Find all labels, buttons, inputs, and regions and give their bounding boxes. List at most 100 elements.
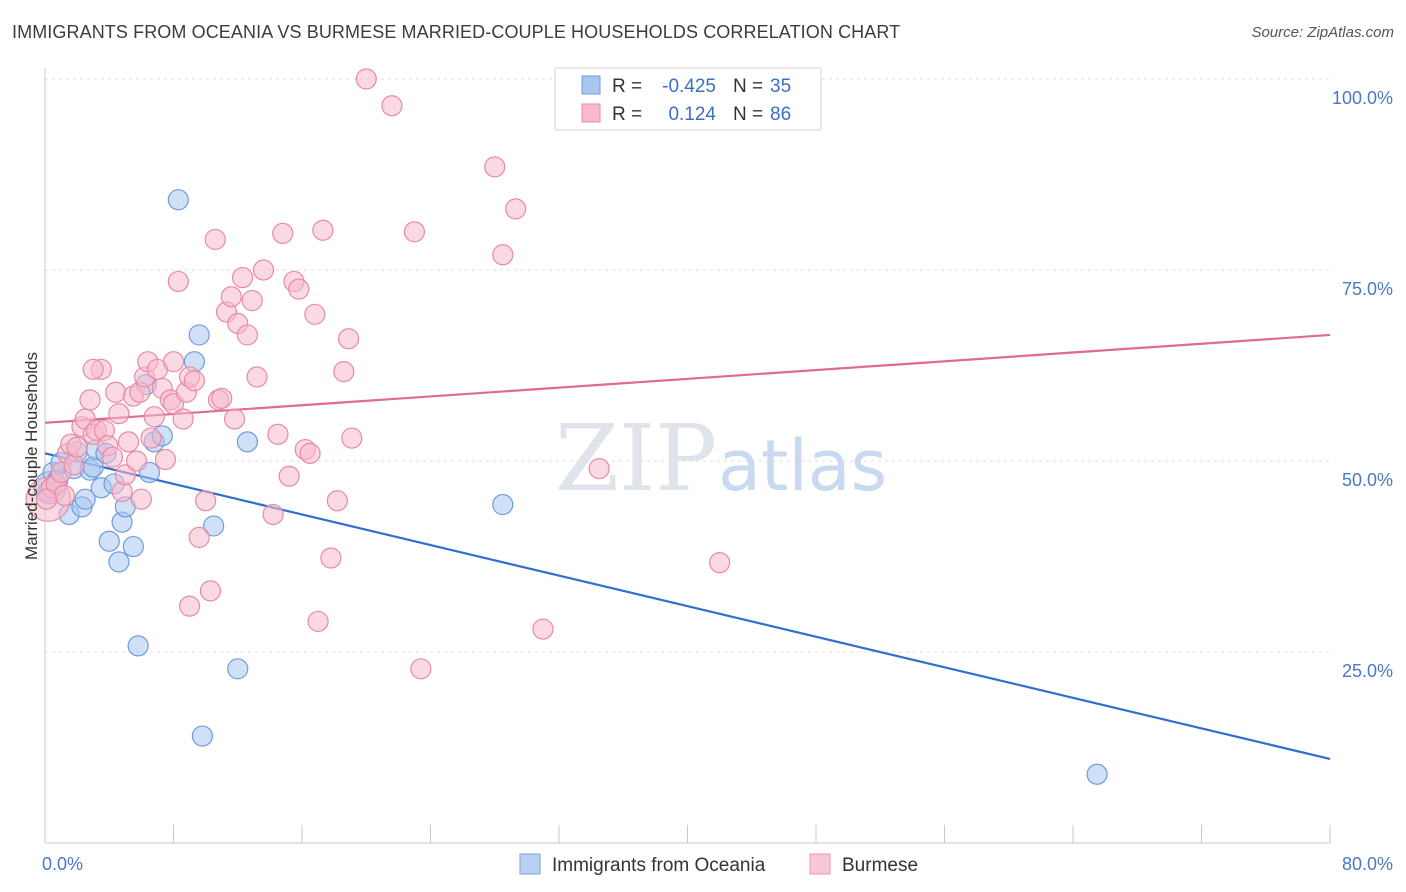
axes xyxy=(44,68,1331,844)
watermark-atlas: atlas xyxy=(718,425,887,507)
point-burmese-82 xyxy=(130,488,152,510)
point-immigrants-from-oceania-16 xyxy=(108,551,130,573)
point-burmese-60 xyxy=(288,278,310,300)
x-tick-label-1: 80.0% xyxy=(1342,854,1393,874)
y-tick-label-1: 50.0% xyxy=(1342,470,1393,490)
legend-r-label-burmese: R = xyxy=(612,104,642,125)
point-burmese-83 xyxy=(82,358,104,380)
point-burmese-71 xyxy=(355,68,377,90)
legend-swatch-immigrants-from-oceania xyxy=(519,853,541,875)
point-immigrants-from-oceania-33 xyxy=(1086,763,1108,785)
point-immigrants-from-oceania-31 xyxy=(236,431,258,453)
x-tick-labels: 0.0% 80.0% xyxy=(42,854,1393,874)
legend-n-label-burmese: N = xyxy=(733,104,763,125)
point-burmese-74 xyxy=(410,658,432,680)
point-immigrants-from-oceania-25 xyxy=(167,189,189,211)
watermark-zip: ZIP xyxy=(555,405,717,512)
point-burmese-67 xyxy=(326,490,348,512)
point-burmese-70 xyxy=(341,427,363,449)
point-burmese-45 xyxy=(211,387,233,409)
point-burmese-36 xyxy=(172,408,194,430)
legend-n-label-oceania: N = xyxy=(733,76,763,97)
point-burmese-73 xyxy=(403,221,426,243)
point-burmese-29 xyxy=(143,406,165,428)
x-tick-label-0: 0.0% xyxy=(42,854,83,874)
point-burmese-11 xyxy=(79,389,101,411)
point-burmese-18 xyxy=(105,381,127,403)
point-burmese-40 xyxy=(188,526,210,549)
point-immigrants-from-oceania-14 xyxy=(98,530,120,552)
point-burmese-52 xyxy=(241,289,263,312)
point-burmese-43 xyxy=(204,228,226,251)
point-burmese-28 xyxy=(140,427,162,449)
point-burmese-53 xyxy=(246,366,268,388)
legend-label-immigrants-from-oceania: Immigrants from Oceania xyxy=(552,855,766,876)
legend-label-burmese: Burmese xyxy=(842,855,918,876)
data-points xyxy=(25,68,1108,785)
legend-r-label-oceania: R = xyxy=(612,76,642,97)
point-burmese-85 xyxy=(36,488,58,510)
point-burmese-22 xyxy=(117,431,140,453)
legend-swatch-burmese xyxy=(581,103,601,123)
y-tick-label-3: 100.0% xyxy=(1332,88,1393,108)
trend-line-burmese xyxy=(44,333,1331,424)
point-burmese-84 xyxy=(162,351,185,373)
point-burmese-69 xyxy=(337,328,360,350)
point-burmese-77 xyxy=(505,198,527,220)
legend-swatch-oceania xyxy=(581,75,601,95)
point-burmese-63 xyxy=(304,303,326,325)
point-burmese-41 xyxy=(195,490,217,512)
point-burmese-81 xyxy=(178,595,201,617)
point-burmese-17 xyxy=(101,446,124,468)
point-burmese-21 xyxy=(114,464,136,486)
trend-lines xyxy=(44,333,1331,761)
point-burmese-19 xyxy=(108,403,130,425)
point-burmese-65 xyxy=(312,219,334,241)
point-burmese-79 xyxy=(588,458,610,480)
trend-line-immigrants-from-oceania xyxy=(44,452,1331,761)
legend-r-value-oceania: -0.425 xyxy=(662,76,716,97)
point-burmese-39 xyxy=(183,370,205,392)
point-immigrants-from-oceania-20 xyxy=(127,635,149,657)
y-tick-label-0: 25.0% xyxy=(1342,661,1393,681)
point-burmese-68 xyxy=(333,361,355,383)
point-burmese-51 xyxy=(236,324,258,346)
point-burmese-47 xyxy=(220,286,242,308)
point-burmese-54 xyxy=(252,259,275,281)
legend-swatch-burmese-bottom xyxy=(809,853,831,875)
point-burmese-4 xyxy=(53,484,75,506)
series-legend: Immigrants from Oceania Burmese xyxy=(519,853,918,876)
point-burmese-7 xyxy=(63,454,85,476)
y-tick-label-2: 75.0% xyxy=(1342,279,1393,299)
legend-n-value-burmese: 86 xyxy=(770,104,791,125)
correlation-legend: R = -0.425 N = 35 R = 0.124 N = 86 xyxy=(554,67,822,131)
point-burmese-8 xyxy=(66,436,88,458)
point-burmese-78 xyxy=(532,618,554,640)
point-burmese-72 xyxy=(381,95,403,117)
point-immigrants-from-oceania-29 xyxy=(203,515,225,537)
point-burmese-76 xyxy=(492,244,514,266)
point-immigrants-from-oceania-32 xyxy=(492,493,514,516)
point-burmese-75 xyxy=(484,156,506,178)
point-immigrants-from-oceania-28 xyxy=(191,725,214,747)
point-burmese-62 xyxy=(299,442,321,464)
point-burmese-80 xyxy=(709,552,731,574)
point-burmese-42 xyxy=(199,580,222,602)
legend-r-value-burmese: 0.124 xyxy=(668,104,716,125)
point-immigrants-from-oceania-19 xyxy=(122,535,144,558)
point-burmese-58 xyxy=(278,465,300,487)
legend-n-value-oceania: 35 xyxy=(770,76,791,97)
chart-title: IMMIGRANTS FROM OCEANIA VS BURMESE MARRI… xyxy=(12,22,901,42)
y-axis-label: Married-couple Households xyxy=(22,352,41,560)
point-immigrants-from-oceania-8 xyxy=(74,488,96,510)
grid-lines xyxy=(45,78,1330,653)
y-tick-labels: 25.0% 50.0% 75.0% 100.0% xyxy=(1332,88,1393,681)
point-burmese-56 xyxy=(267,423,289,445)
point-burmese-64 xyxy=(307,610,329,633)
point-immigrants-from-oceania-30 xyxy=(227,658,249,680)
point-burmese-55 xyxy=(262,503,284,526)
source-label: Source: ZipAtlas.com xyxy=(1251,24,1394,41)
point-immigrants-from-oceania-27 xyxy=(188,324,210,346)
point-burmese-66 xyxy=(320,547,342,569)
